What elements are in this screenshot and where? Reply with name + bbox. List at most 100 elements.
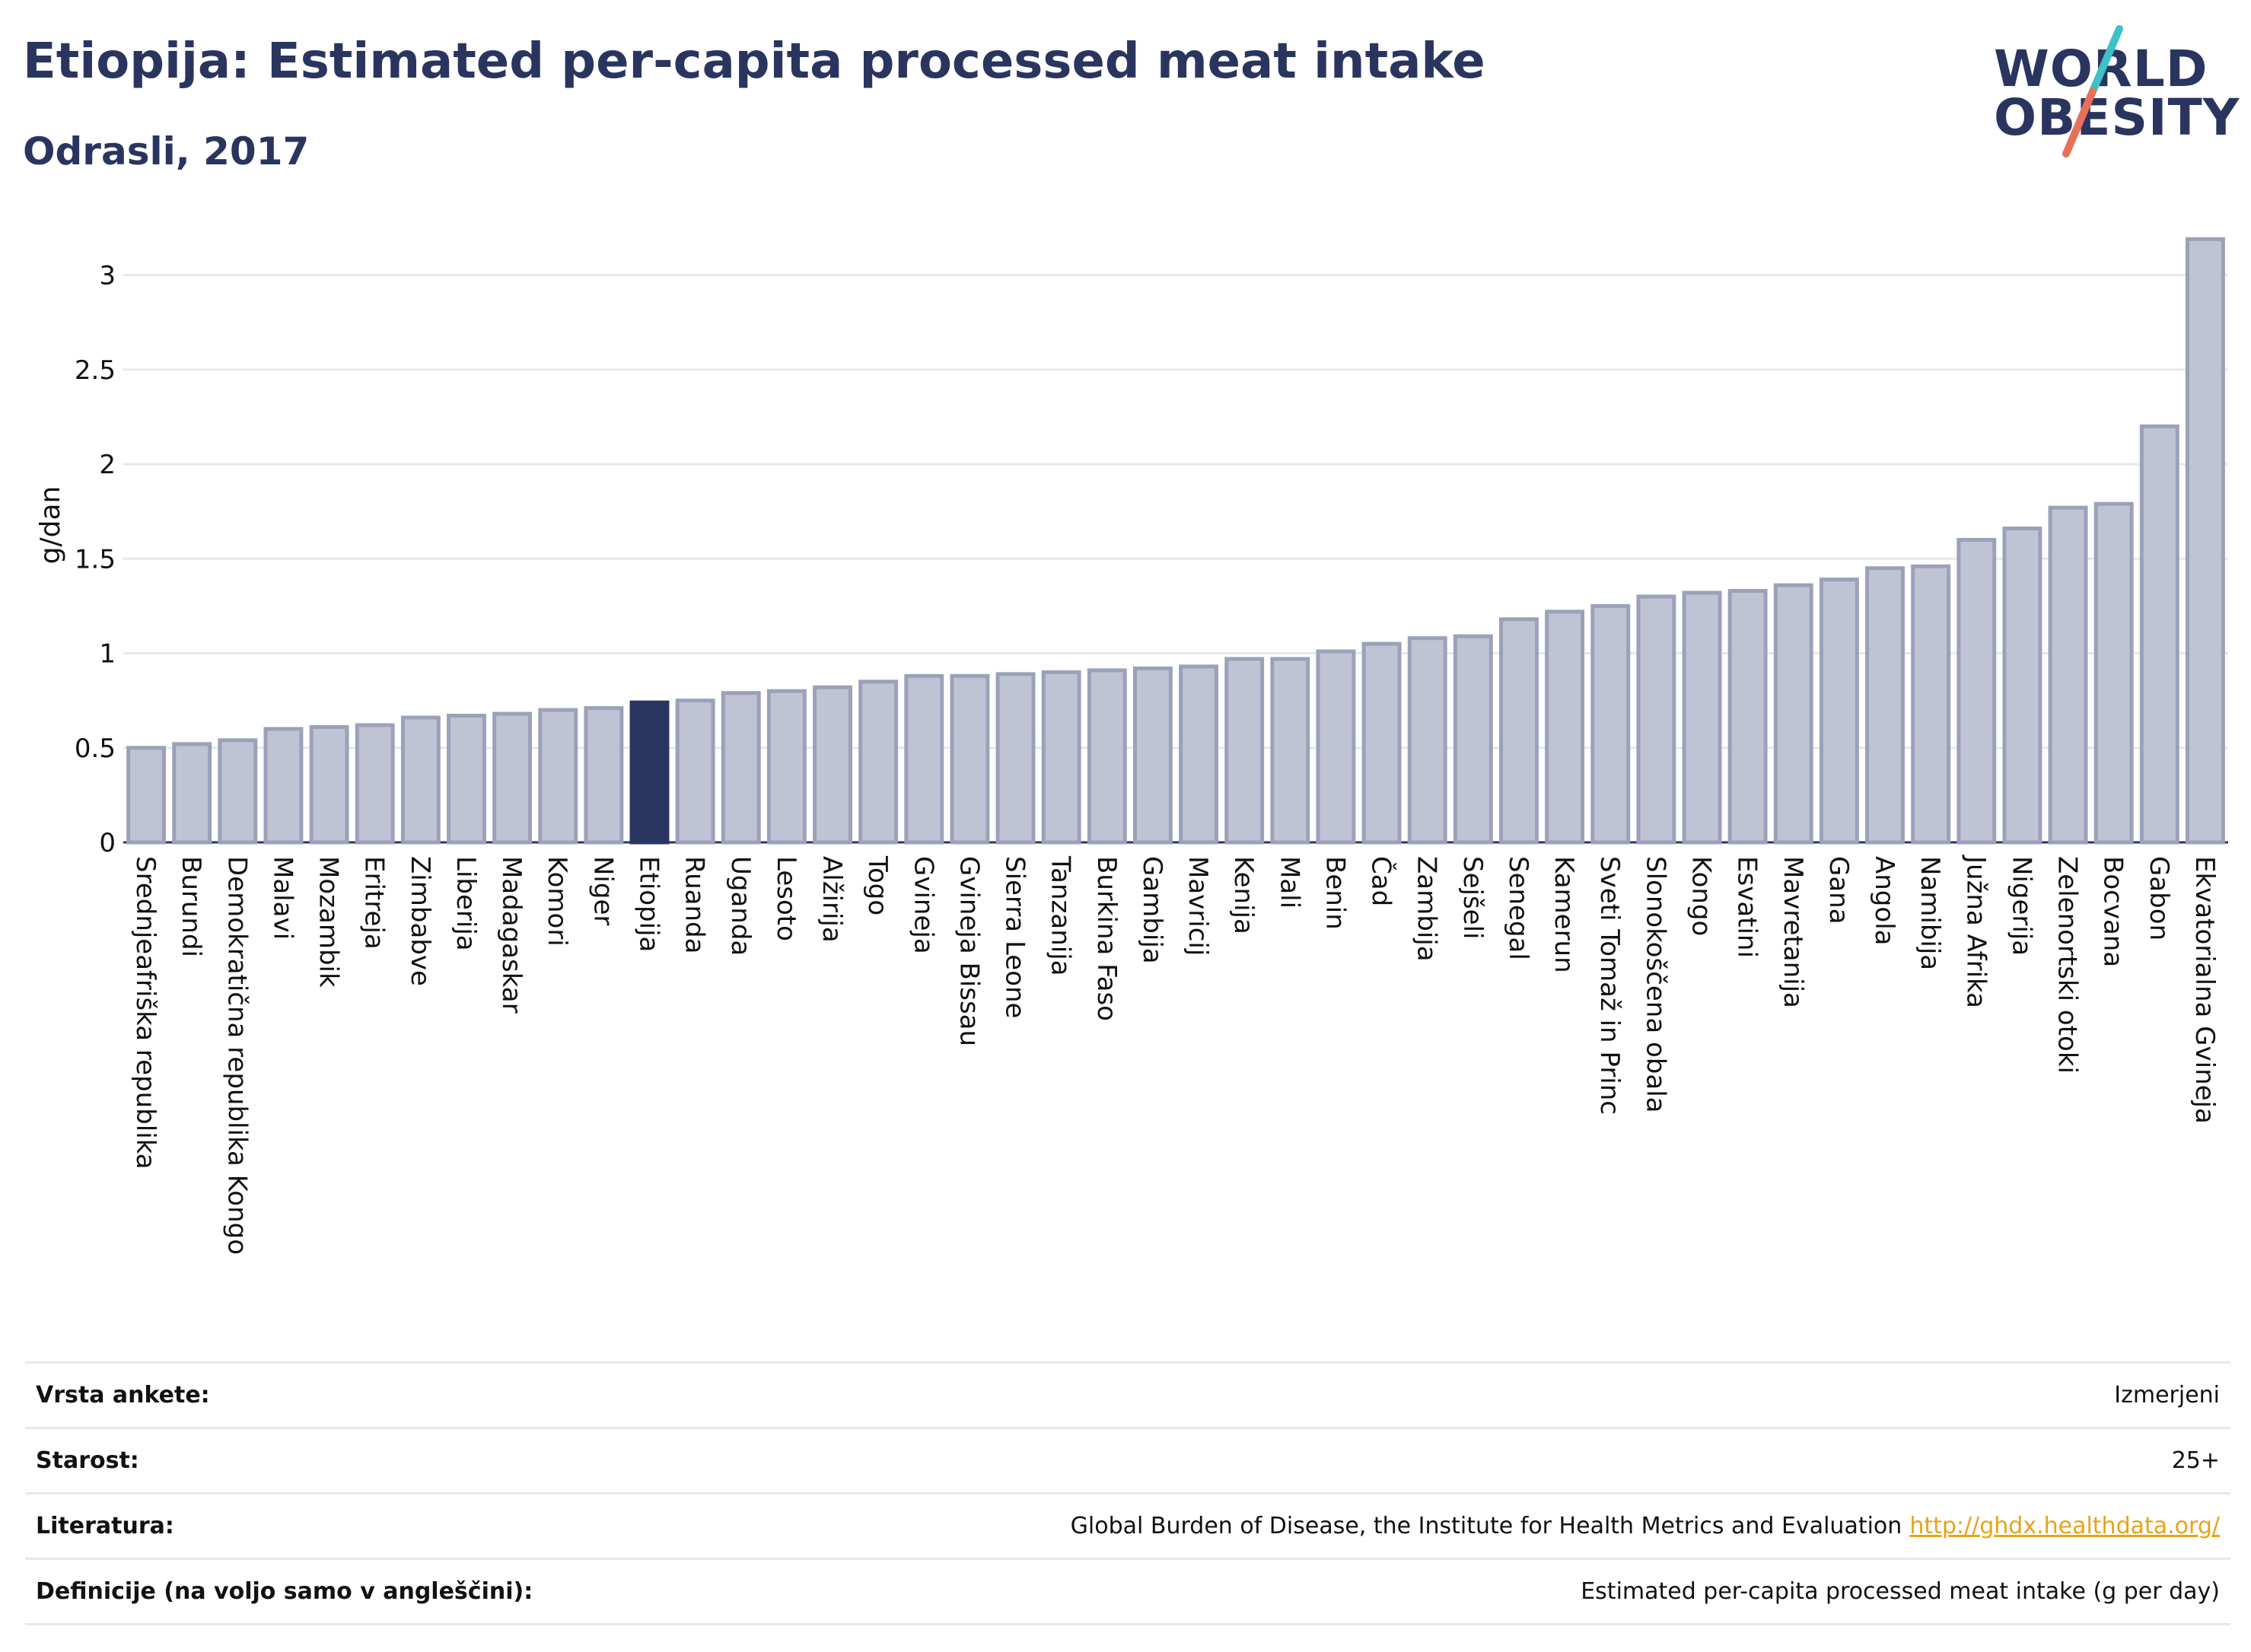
bar[interactable] xyxy=(1956,537,1997,845)
x-tick-label: Mali xyxy=(1274,856,1304,909)
y-tick-label: 3 xyxy=(99,261,116,291)
bar[interactable] xyxy=(1636,594,1676,845)
bar[interactable] xyxy=(2185,237,2225,845)
y-axis-label: g/dan xyxy=(35,486,66,565)
bar[interactable] xyxy=(126,746,167,845)
bar[interactable] xyxy=(447,714,486,845)
bar[interactable] xyxy=(1132,666,1173,845)
bar[interactable] xyxy=(538,708,578,845)
bar[interactable] xyxy=(950,673,990,845)
x-tick-label: Gabon xyxy=(2144,856,2174,941)
bar[interactable] xyxy=(1773,583,1813,845)
x-tick-label: Čad xyxy=(1366,856,1397,906)
x-tick-label: Tanzanija xyxy=(1046,855,1076,976)
y-tick-label: 2.5 xyxy=(75,355,116,386)
bars xyxy=(126,237,2225,845)
x-tick-label: Slonokoščena obala xyxy=(1640,856,1670,1112)
info-value: Estimated per-capita processed meat inta… xyxy=(1581,1578,2220,1605)
bar[interactable] xyxy=(309,724,349,845)
y-tick-label: 2 xyxy=(99,450,116,480)
bar[interactable] xyxy=(858,680,899,845)
bar-chart: 0 0.5 1 1.5 2 2.5 3 Srednjeafriška republika Bu… xyxy=(35,237,2228,1255)
bar[interactable] xyxy=(1407,636,1447,845)
bar[interactable] xyxy=(1911,564,1951,845)
bar[interactable] xyxy=(1545,610,1585,845)
y-tick-labels: 0 0.5 1 1.5 2 2.5 3 xyxy=(75,261,116,859)
x-tick-label: Južna Afrika xyxy=(1960,855,1991,1008)
bar[interactable] xyxy=(1682,590,1722,845)
bar[interactable] xyxy=(400,715,441,845)
bar[interactable] xyxy=(1316,649,1356,845)
bar[interactable] xyxy=(2093,501,2134,845)
x-tick-label: Mavretanija xyxy=(1778,856,1808,1008)
bar[interactable] xyxy=(721,691,761,845)
x-tick-label: Alžirija xyxy=(817,856,847,943)
source-link[interactable]: http://ghdx.healthdata.org/ xyxy=(1909,1513,2220,1539)
info-row: Definicije (na voljo samo v angleščini):… xyxy=(25,1558,2230,1625)
bar[interactable] xyxy=(675,699,715,845)
x-tick-label: Zambija xyxy=(1412,856,1442,962)
bar[interactable] xyxy=(492,711,533,845)
world-obesity-logo[interactable]: WORLD OBESITY xyxy=(1979,23,2239,160)
bar[interactable] xyxy=(766,689,807,845)
bar[interactable] xyxy=(584,706,624,845)
x-tick-label: Benin xyxy=(1320,856,1350,930)
x-tick-label: Nigerija xyxy=(2006,856,2036,956)
bar[interactable] xyxy=(904,673,944,845)
x-tick-label: Zimbabve xyxy=(405,856,435,986)
bar[interactable] xyxy=(1819,578,1859,845)
bar[interactable] xyxy=(2048,505,2088,845)
x-tick-label: Gana xyxy=(1823,856,1854,925)
x-tick-label: Malavi xyxy=(267,856,298,940)
bar[interactable] xyxy=(1361,641,1402,845)
info-label: Starost: xyxy=(36,1447,139,1474)
bar[interactable] xyxy=(1727,588,1768,845)
x-tick-label: Etiopija xyxy=(634,856,664,952)
x-tick-label: Gvineja Bissau xyxy=(954,856,984,1046)
bar[interactable] xyxy=(995,672,1036,845)
y-tick-label: 0 xyxy=(99,828,116,858)
x-tick-label: Gambija xyxy=(1137,856,1167,964)
x-tick-label: Esvatini xyxy=(1732,856,1762,958)
bar[interactable] xyxy=(1087,668,1127,845)
bar[interactable] xyxy=(263,727,304,845)
bar[interactable] xyxy=(172,742,212,845)
bar[interactable] xyxy=(813,685,852,845)
x-tick-label: Mavricij xyxy=(1183,856,1213,956)
chart-title: Etiopija: Estimated per-capita processed… xyxy=(23,33,1485,90)
bar[interactable] xyxy=(1224,657,1265,845)
bar[interactable] xyxy=(1453,634,1493,845)
info-row: Starost: 25+ xyxy=(25,1427,2230,1492)
bar[interactable] xyxy=(1499,617,1539,845)
info-label: Definicije (na voljo samo v angleščini): xyxy=(36,1578,533,1605)
y-tick-label: 1 xyxy=(99,639,116,670)
bar[interactable] xyxy=(1179,664,1219,845)
info-value: Izmerjeni xyxy=(2114,1382,2220,1408)
info-value: Global Burden of Disease, the Institute … xyxy=(1070,1513,2220,1539)
bar[interactable] xyxy=(1590,603,1631,845)
bar-highlighted[interactable] xyxy=(629,700,670,845)
x-tick-labels: Srednjeafriška republika Burundi Demokrati… xyxy=(130,855,2220,1255)
logo-slash-icon xyxy=(2062,25,2123,158)
bar[interactable] xyxy=(1270,657,1310,845)
bar[interactable] xyxy=(1041,670,1081,845)
bar[interactable] xyxy=(2139,424,2179,845)
x-tick-label: Srednjeafriška republika xyxy=(130,856,161,1170)
bar[interactable] xyxy=(1865,566,1905,845)
info-row: Literatura: Global Burden of Disease, the… xyxy=(25,1492,2230,1558)
bar[interactable] xyxy=(355,723,395,845)
x-tick-label: Kongo xyxy=(1686,856,1717,936)
bar[interactable] xyxy=(2002,526,2042,845)
info-row: Vrsta ankete: Izmerjeni xyxy=(25,1361,2230,1427)
x-tick-label: Liberija xyxy=(451,856,481,951)
x-tick-label: Demokratična republika Kongo xyxy=(221,856,252,1255)
bar[interactable] xyxy=(218,738,258,845)
x-tick-label: Sierra Leone xyxy=(1000,856,1030,1018)
x-tick-label: Togo xyxy=(862,855,893,915)
x-tick-label: Uganda xyxy=(725,856,756,956)
info-label: Literatura: xyxy=(36,1513,174,1539)
x-tick-label: Mozambik xyxy=(314,856,344,988)
x-tick-label: Zelenortski otoki xyxy=(2052,856,2083,1074)
x-tick-label: Niger xyxy=(587,856,618,925)
x-tick-label: Lesoto xyxy=(771,856,801,941)
